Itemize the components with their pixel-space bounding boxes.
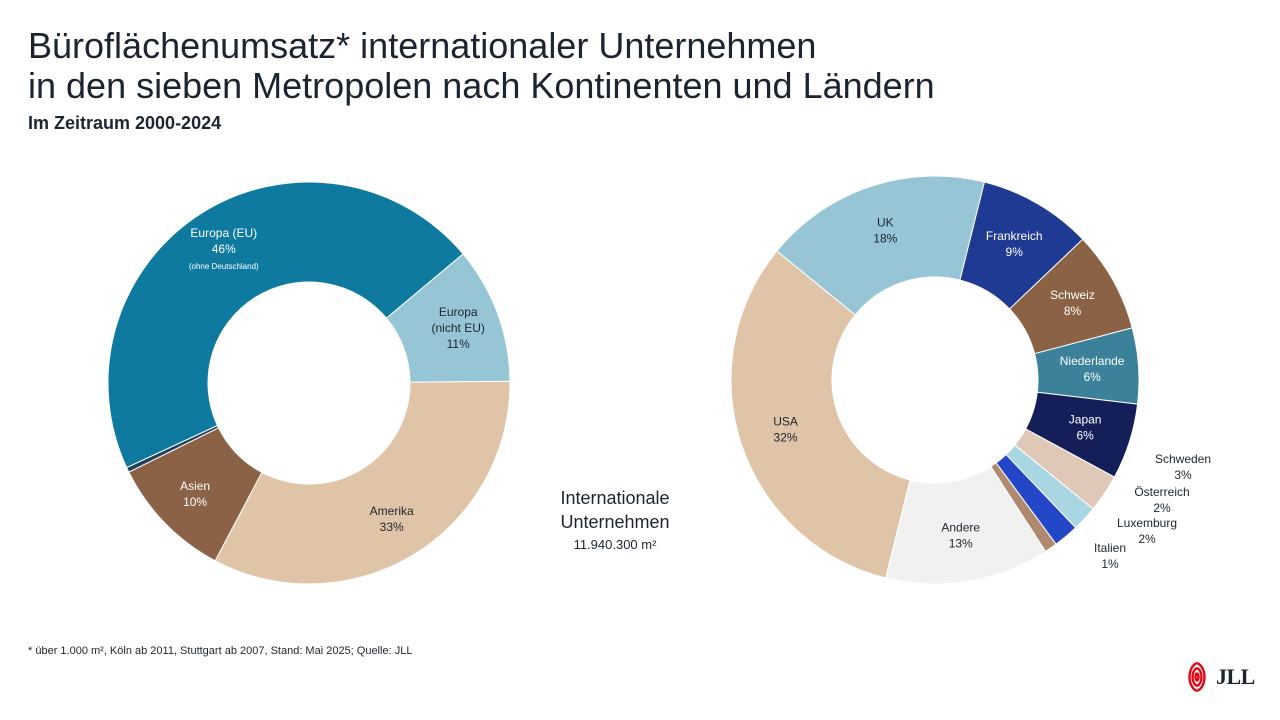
total-area-value: 11.940.300 m² (573, 537, 657, 552)
footnote: * über 1.000 m², Köln ab 2011, Stuttgart… (28, 645, 413, 657)
jll-logo: JLL (1182, 660, 1262, 694)
title-line-1: Büroflächenumsatz* internationaler Unter… (28, 25, 817, 66)
slice-label-schweiz: Schweiz 8% (1050, 288, 1095, 318)
slice-europa-eu (107, 181, 464, 469)
slice-europa-nicht-eu (385, 253, 511, 383)
slice-label-uk: UK 18% (873, 216, 897, 246)
slice-label-japan: Japan 6% (1069, 413, 1102, 443)
chart-subtitle: Im Zeitraum 2000-2024 (28, 113, 222, 133)
slice-label-andere: Andere 13% (941, 520, 980, 550)
title-line-2: in den sieben Metropolen nach Kontinente… (28, 65, 935, 106)
slice-label-italien: Italien 1% (1094, 541, 1126, 571)
jll-logo-text: JLL (1216, 664, 1255, 689)
slice-usa (730, 250, 911, 579)
slice-label-luxemburg: Luxemburg 2% (1117, 516, 1177, 546)
total-area-label: Internationale Unternehmen 11.940.300 m² (520, 486, 710, 556)
slice-label-amerika: Amerika 33% (370, 504, 414, 534)
slice-amerika (214, 380, 511, 585)
slice-label-österreich: Österreich 2% (1134, 485, 1189, 515)
jll-logo-icon (1188, 661, 1206, 693)
slice-label-usa: USA 32% (773, 415, 798, 445)
chart-title: Büroflächenumsatz* internationaler Unter… (28, 26, 935, 106)
slice-label-frankreich: Frankreich 9% (986, 229, 1043, 259)
slice-uk (776, 175, 985, 316)
slice-label-europa-nicht-eu: Europa (nicht EU) 11% (432, 305, 485, 351)
slice-label-europa-eu: Europa (EU) 46% (ohne Deutschland) (189, 226, 259, 271)
slice-label-asien: Asien 10% (180, 479, 210, 509)
total-label-line1: Internationale (560, 488, 670, 508)
slice-label-schweden: Schweden 3% (1155, 452, 1211, 482)
total-label-line2: Unternehmen (560, 512, 670, 532)
slice-label-niederlande: Niederlande 6% (1060, 354, 1125, 384)
